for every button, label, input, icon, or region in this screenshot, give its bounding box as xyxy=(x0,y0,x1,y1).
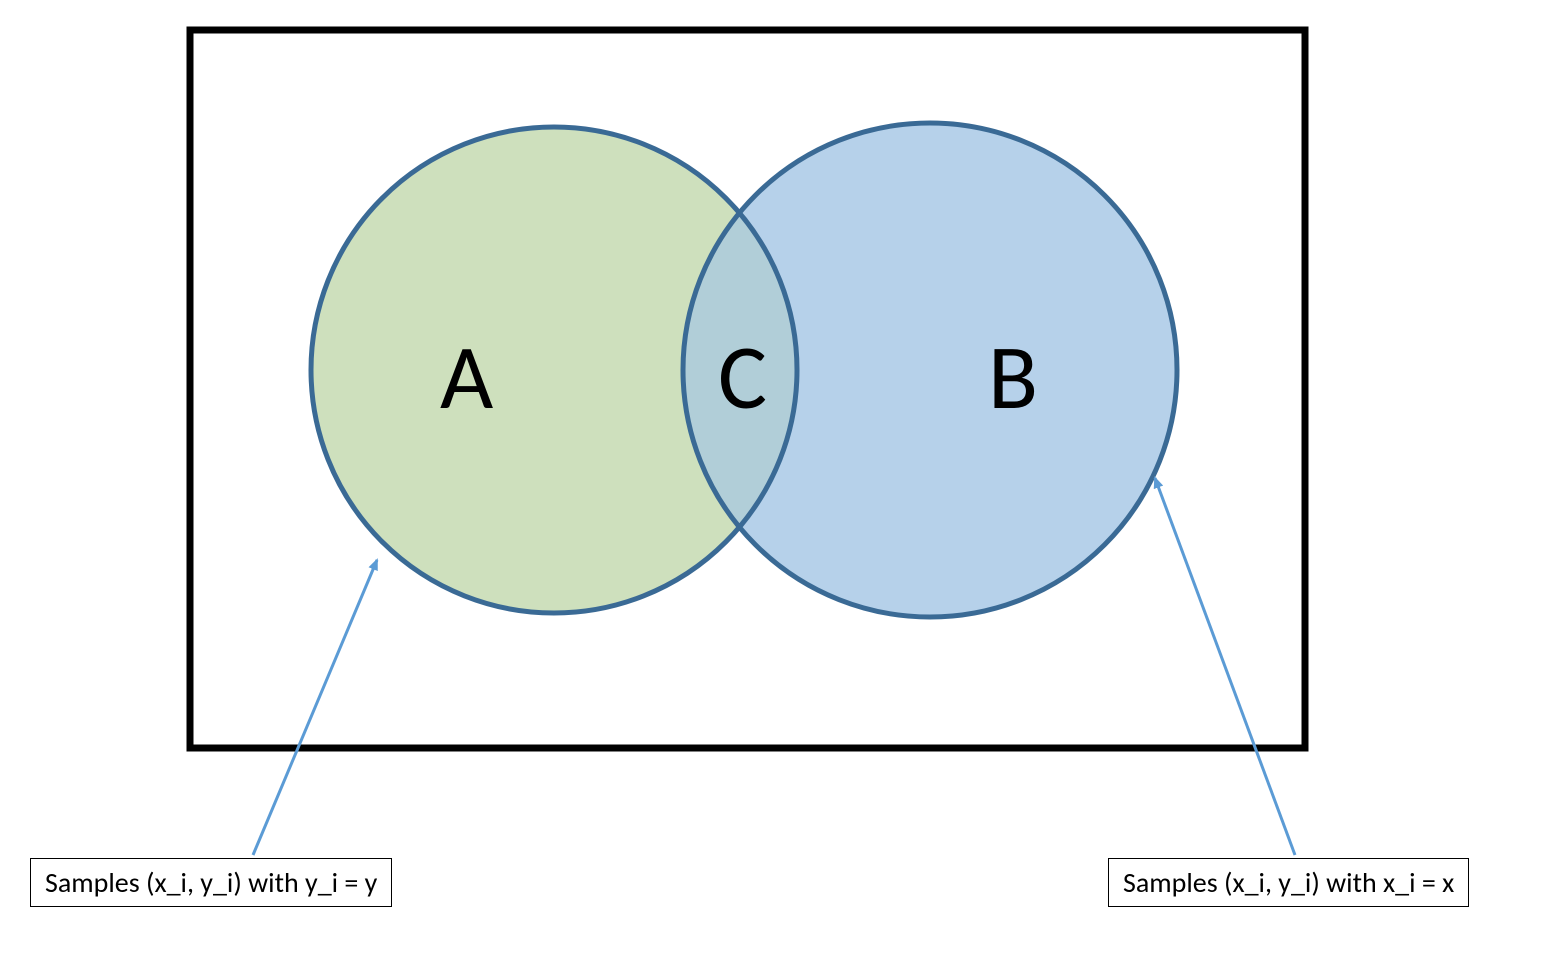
callout-left-text: Samples (x_i, y_i) with y_i = y xyxy=(45,865,377,900)
region-label-c: C xyxy=(718,320,767,433)
callout-right-text: Samples (x_i, y_i) with x_i = x xyxy=(1123,865,1454,900)
region-label-b: B xyxy=(988,320,1038,433)
callout-right: Samples (x_i, y_i) with x_i = x xyxy=(1108,858,1469,907)
region-label-a: A xyxy=(440,320,493,433)
venn-svg xyxy=(0,0,1542,948)
venn-diagram-container: A C B Samples (x_i, y_i) with y_i = y Sa… xyxy=(0,0,1542,948)
callout-left: Samples (x_i, y_i) with y_i = y xyxy=(30,858,392,907)
